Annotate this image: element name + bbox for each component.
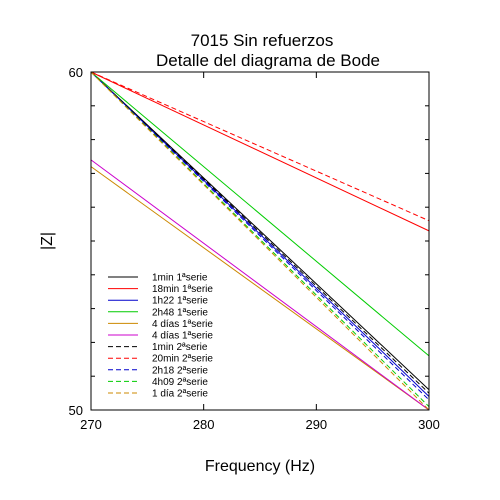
y-axis-label: |Z| — [39, 232, 56, 250]
legend-label: 2h48 1ªserie — [152, 307, 208, 318]
series-line-3 — [90, 71, 430, 397]
axis-ticks: 270 280 290 300 50 60 — [69, 65, 440, 432]
legend-label: 4h09 2ªserie — [152, 377, 208, 388]
legend-label: 1 día 2ªserie — [152, 389, 208, 400]
x-tick-label: 270 — [80, 417, 102, 432]
x-tick-label: 300 — [418, 417, 440, 432]
x-tick-label: 290 — [305, 417, 327, 432]
series-line-1 — [90, 71, 430, 391]
chart-title: 7015 Sin refuerzos — [191, 31, 334, 50]
legend-label: 18min 1ªserie — [152, 284, 213, 295]
x-tick-label: 280 — [193, 417, 215, 432]
plot-frame — [90, 71, 430, 411]
legend-label: 4 días 1ªserie — [152, 319, 213, 330]
x-axis-label: Frequency (Hz) — [205, 458, 315, 475]
series-line-11 — [90, 71, 430, 411]
legend-label: 1h22 1ªserie — [152, 296, 208, 307]
series-line-6 — [90, 159, 430, 411]
series-line-7 — [90, 71, 430, 394]
legend-label: 20min 2ªserie — [152, 354, 213, 365]
series-line-10 — [90, 71, 430, 407]
legend-label: 2h18 2ªserie — [152, 365, 208, 376]
series-line-8 — [90, 71, 430, 222]
chart-subtitle: Detalle del diagrama de Bode — [156, 51, 380, 70]
plot-lines — [90, 71, 430, 411]
series-line-9 — [90, 71, 430, 401]
y-tick-label: 50 — [69, 403, 83, 418]
legend-label: 1min 2ªserie — [152, 342, 208, 353]
legend-label: 1min 1ªserie — [152, 273, 208, 284]
series-line-5 — [90, 166, 430, 411]
y-tick-label: 60 — [69, 65, 83, 80]
series-line-2 — [90, 71, 430, 232]
series-line-4 — [90, 71, 430, 357]
legend-label: 4 días 1ªserie — [152, 331, 213, 342]
